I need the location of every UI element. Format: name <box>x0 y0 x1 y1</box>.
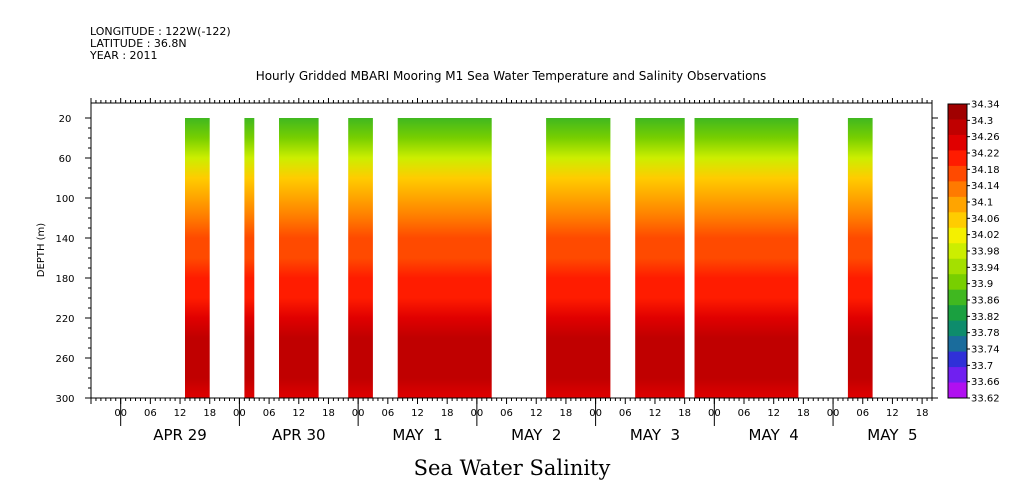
colorbar-swatch <box>948 336 967 353</box>
colorbar-label: 33.74 <box>971 345 1000 356</box>
data-segment-3 <box>279 118 319 398</box>
y-tick-label: 300 <box>55 394 74 405</box>
x-hour-label: 12 <box>174 408 187 419</box>
x-hour-label: 12 <box>886 408 899 419</box>
x-hour-label: 12 <box>530 408 543 419</box>
longitude-label: LONGITUDE : 122W(-122) <box>90 25 231 38</box>
x-hour-label: 18 <box>797 408 810 419</box>
x-day-label: MAY 3 <box>630 426 680 444</box>
colorbar-label: 33.98 <box>971 247 1000 258</box>
x-hour-label: 12 <box>292 408 305 419</box>
colorbar-swatch <box>948 181 967 198</box>
x-hour-label: 18 <box>203 408 216 419</box>
colorbar-label: 34.26 <box>971 132 1000 143</box>
colorbar-label: 33.82 <box>971 312 1000 323</box>
colorbar-swatch <box>948 305 967 322</box>
data-segment-7 <box>635 118 685 398</box>
colorbar-swatch <box>948 150 967 167</box>
y-tick-label: 20 <box>59 114 72 125</box>
colorbar-label: 33.66 <box>971 377 1000 388</box>
colorbar-swatch <box>948 119 967 136</box>
x-hour-label: 06 <box>856 408 869 419</box>
x-hour-label: 18 <box>560 408 573 419</box>
colorbar-swatch <box>948 258 967 275</box>
y-tick-label: 60 <box>59 154 72 165</box>
colorbar-swatch <box>948 367 967 384</box>
year-label: YEAR : 2011 <box>89 49 158 62</box>
colorbar-swatch <box>948 165 967 182</box>
y-tick-label: 260 <box>55 354 74 365</box>
data-segment-4 <box>348 118 373 398</box>
x-day-label: MAY 1 <box>392 426 442 444</box>
data-segment-5 <box>397 118 492 398</box>
x-hour-label: 06 <box>738 408 751 419</box>
colorbar-label: 34.02 <box>971 230 1000 241</box>
colorbar-label: 33.9 <box>971 279 993 290</box>
x-hour-label: 12 <box>767 408 780 419</box>
y-tick-label: 100 <box>55 194 74 205</box>
x-day-label: MAY 5 <box>867 426 917 444</box>
data-segment-8 <box>694 118 799 398</box>
colorbar-label: 34.3 <box>971 116 993 127</box>
y-axis: 20 60 100 140 180 220 260 300 <box>55 114 938 405</box>
x-hour-label: 06 <box>144 408 157 419</box>
data-layer <box>185 118 873 398</box>
y-axis-label: DEPTH (m) <box>36 223 47 277</box>
data-segment-6 <box>546 118 611 398</box>
colorbar-label: 34.22 <box>971 149 1000 160</box>
colorbar-label: 34.14 <box>971 181 1000 192</box>
colorbar-label: 34.06 <box>971 214 1000 225</box>
x-day-label: MAY 2 <box>511 426 561 444</box>
colorbar-swatch <box>948 196 967 213</box>
colorbar-swatch <box>948 227 967 244</box>
colorbar-label: 34.34 <box>971 100 1000 111</box>
x-day-label: APR 30 <box>272 426 326 444</box>
data-segment-2 <box>244 118 255 398</box>
y-tick-label: 220 <box>55 314 74 325</box>
y-tick-label: 140 <box>55 234 74 245</box>
plot-frame <box>90 102 933 399</box>
colorbar: 34.34 34.3 34.26 34.22 34.18 34.14 34.1 34.06 34… <box>947 100 1000 405</box>
colorbar-swatch <box>948 243 967 260</box>
x-day-label: MAY 4 <box>749 426 799 444</box>
colorbar-label: 33.94 <box>971 263 1000 274</box>
data-segment-9 <box>847 118 873 398</box>
latitude-label: LATITUDE : 36.8N <box>90 37 187 50</box>
x-axis: 00 06 12 18 00 06 12 18 00 06 12 18 00 06 12 18 00 06 12 18… <box>90 98 933 444</box>
colorbar-label: 33.7 <box>971 361 993 372</box>
x-hour-label: 18 <box>916 408 929 419</box>
colorbar-label: 34.18 <box>971 165 1000 176</box>
x-axis-label: Sea Water Salinity <box>414 456 611 480</box>
colorbar-swatch <box>948 382 967 399</box>
colorbar-swatch <box>948 274 967 291</box>
colorbar-label: 33.62 <box>971 394 1000 405</box>
x-hour-label: 12 <box>411 408 424 419</box>
colorbar-swatch <box>948 212 967 229</box>
x-hour-label: 06 <box>381 408 394 419</box>
colorbar-label: 33.78 <box>971 328 1000 339</box>
colorbar-swatch <box>948 320 967 337</box>
x-day-label: APR 29 <box>153 426 207 444</box>
x-hour-label: 06 <box>500 408 513 419</box>
colorbar-label: 33.86 <box>971 296 1000 307</box>
colorbar-label: 34.1 <box>971 198 993 209</box>
colorbar-swatch <box>948 104 967 120</box>
colorbar-swatch <box>948 289 967 306</box>
x-hour-label: 18 <box>322 408 335 419</box>
chart-title: Hourly Gridded MBARI Mooring M1 Sea Wate… <box>256 69 767 83</box>
x-hour-label: 18 <box>441 408 454 419</box>
colorbar-swatch <box>948 134 967 151</box>
x-hour-label: 18 <box>678 408 691 419</box>
y-tick-label: 180 <box>55 274 74 285</box>
data-segment-1 <box>185 118 210 398</box>
x-hour-label: 06 <box>263 408 276 419</box>
x-hour-label: 06 <box>619 408 632 419</box>
colorbar-swatch <box>948 351 967 368</box>
x-hour-label: 12 <box>649 408 662 419</box>
